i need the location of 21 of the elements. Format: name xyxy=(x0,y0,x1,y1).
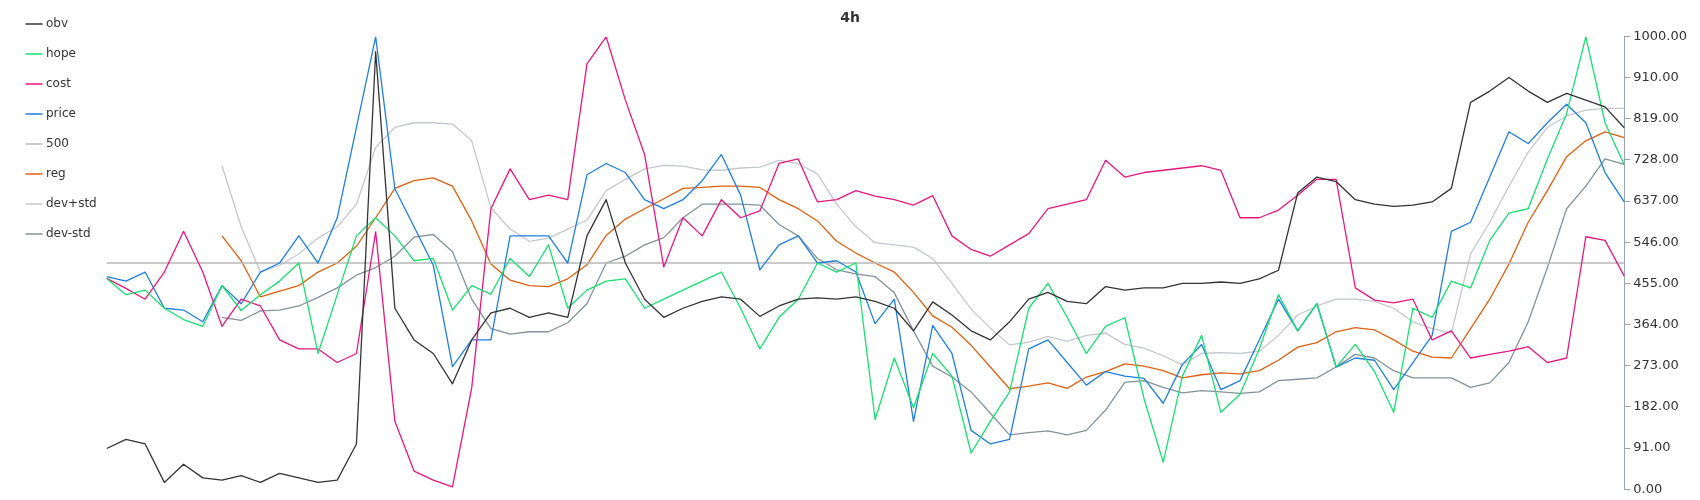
legend-label: dev+std xyxy=(46,196,97,211)
y-tick-label: 637.00 xyxy=(1633,192,1679,208)
y-tick-label: 546.00 xyxy=(1633,233,1679,249)
legend-label: obv xyxy=(46,16,69,31)
legend-label: price xyxy=(46,106,76,121)
y-tick-label: 819.00 xyxy=(1633,110,1679,126)
y-tick-label: 0.00 xyxy=(1633,480,1663,496)
legend-label: dev-std xyxy=(46,226,91,241)
y-tick-label: 91.00 xyxy=(1633,439,1671,455)
y-tick-label: 364.00 xyxy=(1633,315,1679,331)
y-tick-label: 1000.00 xyxy=(1633,28,1688,44)
chart-title: 4h xyxy=(840,9,860,26)
y-tick-label: 273.00 xyxy=(1633,357,1679,373)
legend-label: reg xyxy=(46,166,66,181)
legend-label: cost xyxy=(46,76,72,91)
legend-label: hope xyxy=(46,46,76,61)
y-tick-label: 728.00 xyxy=(1633,151,1679,167)
y-tick-label: 182.00 xyxy=(1633,398,1679,414)
legend-label: 500 xyxy=(46,136,69,151)
y-tick-label: 910.00 xyxy=(1633,68,1679,84)
y-tick-label: 455.00 xyxy=(1633,274,1679,290)
